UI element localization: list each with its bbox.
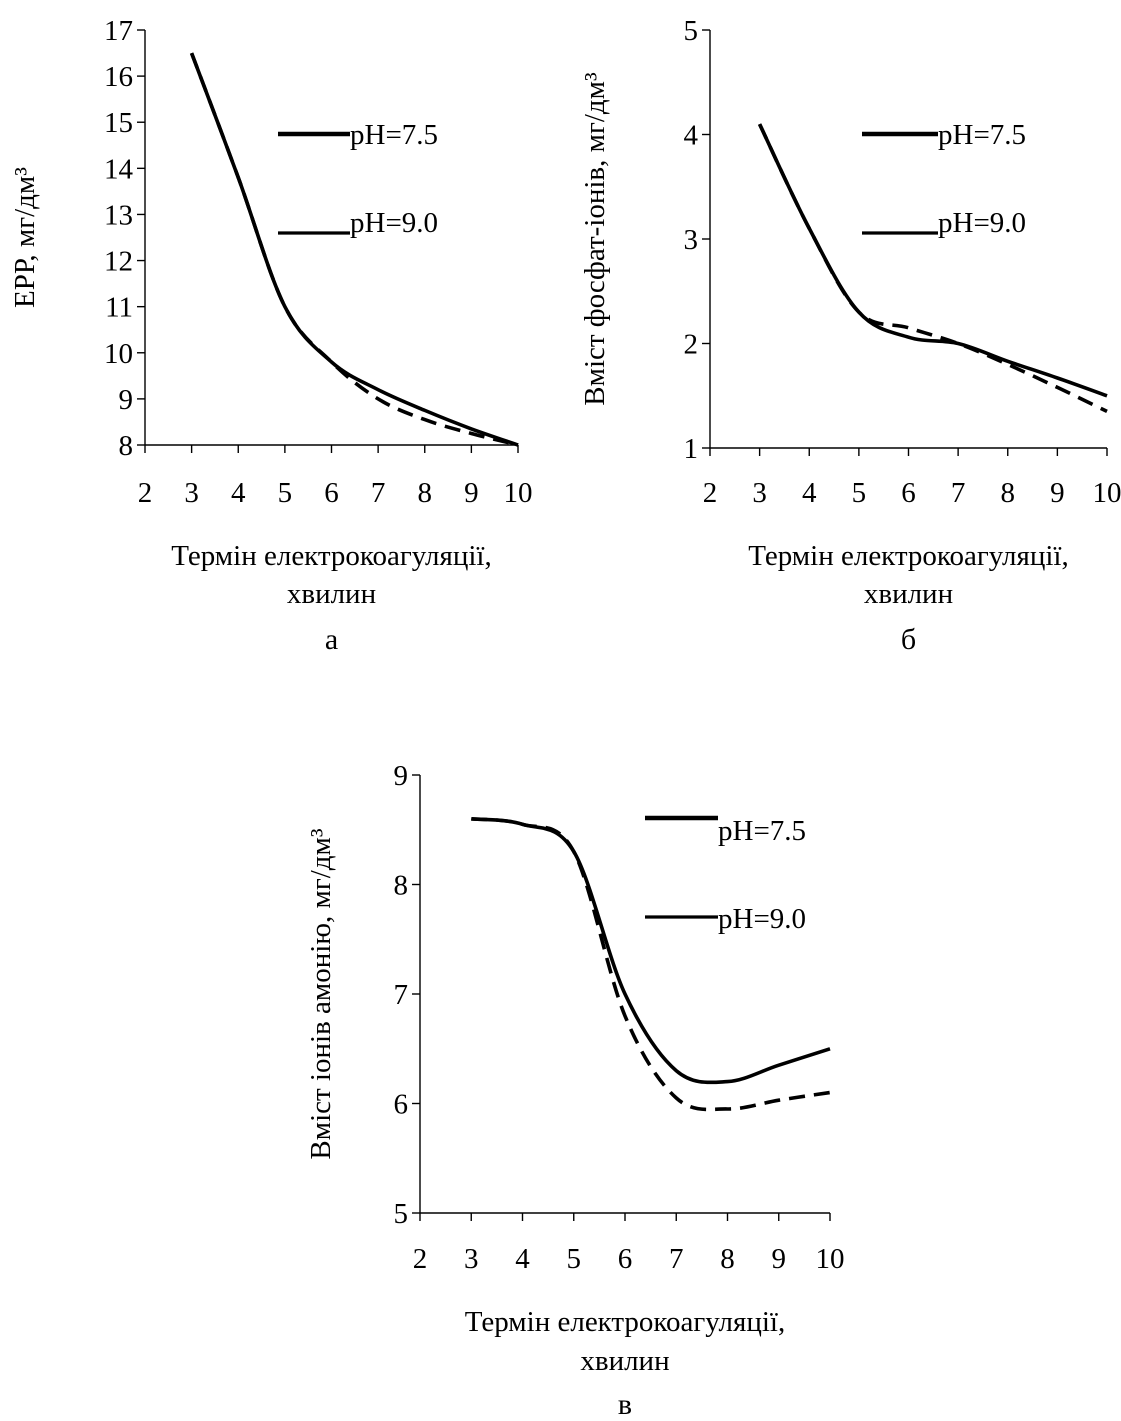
series-line-1: [471, 817, 831, 1085]
y-tick-label: 16: [104, 61, 133, 93]
x-tick-label: 3: [184, 477, 199, 509]
x-tick-label: 9: [464, 477, 479, 509]
y-axis-title: Вміст іонів амонію, мг/дм³: [305, 828, 337, 1159]
x-tick-label: 5: [567, 1243, 582, 1275]
x-tick-label: 8: [418, 477, 433, 509]
series-line-2: [189, 52, 519, 447]
x-tick-label: 9: [772, 1243, 787, 1275]
x-tick-label: 2: [413, 1243, 428, 1275]
y-tick-label: 7: [394, 979, 409, 1011]
y-tick-label: 8: [394, 870, 409, 902]
y-tick-label: 6: [394, 1089, 409, 1121]
x-tick-label: 3: [464, 1243, 479, 1275]
chart-panel-3: 5 6 7 8 9 2 3 4 5 6 7 8 9 10 Термін електрокоагуляції,…: [305, 760, 845, 1421]
legend: pH=7.5 pH=9.0: [862, 119, 1026, 239]
y-axis-title: Вміст фосфат-іонів, мг/дм³: [579, 72, 611, 406]
x-tick-label: 3: [752, 477, 767, 509]
legend-label-2: pH=9.0: [718, 903, 806, 935]
x-tick-label: 2: [703, 477, 718, 509]
x-axis-title-line2: хвилин: [864, 578, 953, 610]
series-line-2: [757, 123, 1108, 414]
legend-label-2: pH=9.0: [350, 207, 438, 239]
y-tick-label: 15: [104, 107, 133, 139]
y-tick-label: 2: [684, 329, 699, 361]
panel-label: а: [325, 623, 338, 656]
x-axis-title: Термін електрокоагуляції,: [171, 540, 491, 572]
x-tick-label: 10: [816, 1243, 845, 1275]
legend: pH=7.5 pH=9.0: [278, 119, 438, 239]
y-tick-label: 8: [119, 430, 134, 462]
y-tick-label: 4: [684, 120, 699, 152]
x-tick-label: 6: [901, 477, 916, 509]
x-tick-label: 10: [504, 477, 533, 509]
series-line-1: [189, 52, 519, 447]
x-tick-label: 4: [231, 477, 246, 509]
series-line-1: [757, 123, 1108, 398]
legend-label-1: pH=7.5: [938, 119, 1026, 151]
x-tick-label: 8: [1001, 477, 1016, 509]
x-axis-title: Термін електрокоагуляції,: [748, 540, 1068, 572]
y-tick-label: 1: [684, 433, 699, 465]
x-tick-label: 4: [515, 1243, 530, 1275]
x-axis-title-line2: хвилин: [287, 578, 376, 610]
y-tick-label: 12: [104, 246, 133, 278]
y-tick-label: 11: [105, 292, 133, 324]
y-tick-label: 9: [119, 384, 134, 416]
y-tick-label: 14: [104, 153, 134, 185]
x-tick-label: 5: [278, 477, 293, 509]
x-tick-label: 5: [852, 477, 867, 509]
x-tick-label: 7: [371, 477, 386, 509]
y-tick-label: 9: [394, 760, 409, 792]
y-tick-label: 13: [104, 199, 133, 231]
x-tick-label: 8: [720, 1243, 735, 1275]
y-tick-label: 17: [104, 15, 133, 47]
x-tick-label: 7: [951, 477, 966, 509]
x-tick-label: 10: [1093, 477, 1121, 509]
legend-label-2: pH=9.0: [938, 207, 1026, 239]
x-tick-label: 2: [138, 477, 153, 509]
legend: pH=7.5 pH=9.0: [645, 815, 806, 935]
x-axis-title-line2: хвилин: [580, 1345, 669, 1377]
x-tick-label: 9: [1050, 477, 1065, 509]
y-tick-label: 5: [684, 15, 699, 47]
y-tick-label: 5: [394, 1198, 409, 1230]
y-tick-label: 10: [104, 338, 133, 370]
x-tick-label: 6: [618, 1243, 633, 1275]
panel-label: в: [618, 1388, 632, 1421]
panel-label: б: [901, 623, 916, 656]
y-axis-title: ЕРР, мг/дм³: [9, 167, 41, 308]
legend-label-1: pH=7.5: [718, 815, 806, 847]
x-tick-label: 7: [669, 1243, 684, 1275]
y-tick-label: 3: [684, 224, 699, 256]
x-tick-label: 6: [324, 477, 339, 509]
x-tick-label: 4: [802, 477, 817, 509]
legend-label-1: pH=7.5: [350, 119, 438, 151]
x-axis-title: Термін електрокоагуляції,: [465, 1306, 785, 1338]
